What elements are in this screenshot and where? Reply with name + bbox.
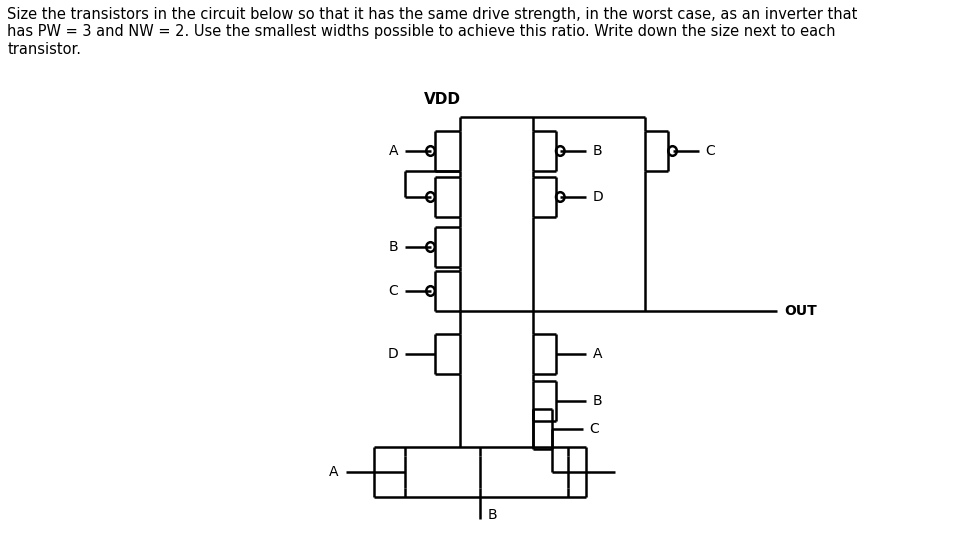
Text: C: C — [704, 144, 714, 158]
Text: D: D — [388, 347, 398, 361]
Text: C: C — [389, 284, 398, 298]
Text: OUT: OUT — [784, 304, 817, 318]
Text: D: D — [592, 190, 604, 204]
Text: VDD: VDD — [423, 92, 460, 107]
Text: B: B — [389, 240, 398, 254]
Text: A: A — [592, 347, 602, 361]
Text: A: A — [389, 144, 398, 158]
Text: A: A — [329, 465, 338, 479]
Text: B: B — [592, 394, 602, 408]
Text: Size the transistors in the circuit below so that it has the same drive strength: Size the transistors in the circuit belo… — [7, 7, 858, 57]
Text: B: B — [487, 508, 497, 522]
Text: C: C — [589, 422, 599, 436]
Text: B: B — [592, 144, 602, 158]
